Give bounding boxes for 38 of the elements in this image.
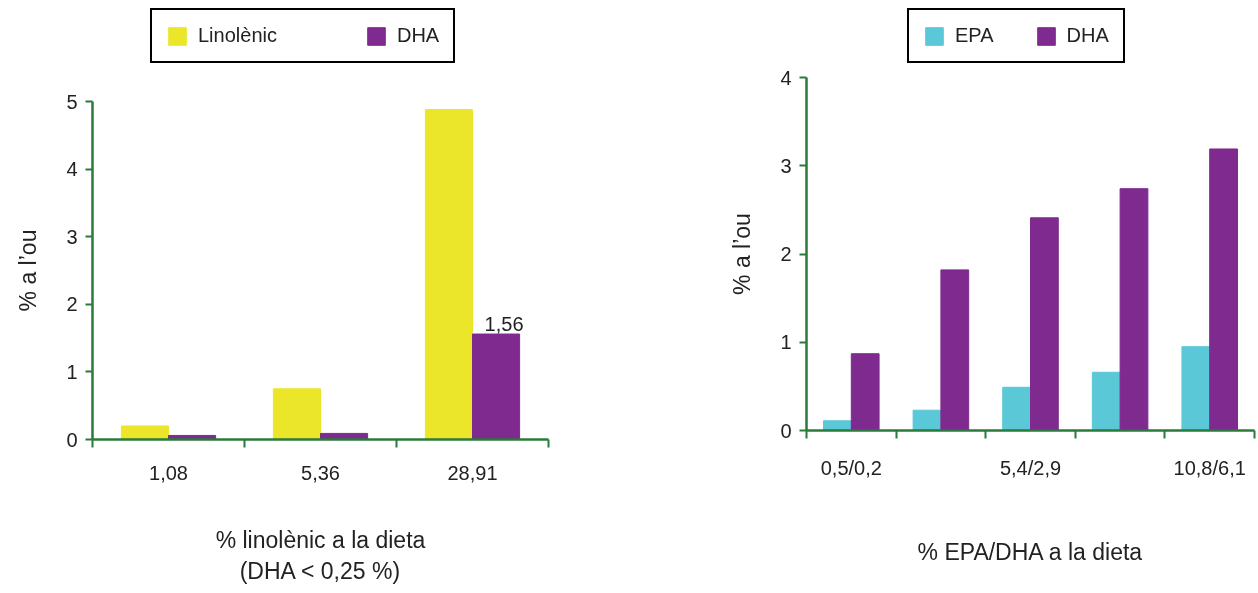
y-tick-label: 1 [66, 360, 78, 383]
bar [1091, 371, 1121, 431]
bar [120, 425, 169, 440]
y-tick-label: 4 [66, 158, 78, 181]
y-tick-label: 2 [66, 293, 78, 316]
legend-label: DHA [1066, 24, 1109, 47]
legend-label: DHA [396, 24, 440, 47]
bar [1030, 217, 1059, 431]
x-tick-label: 28,91 [447, 461, 498, 484]
bar [1002, 386, 1031, 431]
bar [1119, 188, 1149, 431]
x-tick-label: 0,5/0,2 [820, 456, 882, 479]
bar [424, 109, 473, 440]
bar [472, 333, 521, 440]
y-tick-label: 1 [780, 331, 792, 354]
x-axis-title: % EPA/DHA a la dieta [917, 538, 1143, 565]
y-tick-label: 3 [780, 154, 792, 177]
y-tick-label: 0 [66, 428, 78, 451]
x-tick-label: 5,4/2,9 [999, 456, 1062, 479]
y-tick-label: 5 [66, 90, 78, 113]
y-axis-title: % a l’ou [729, 213, 756, 295]
x-axis-title: % linolènic a la dieta (DHA < 0,25 %) [215, 526, 426, 584]
data-label: 1,56 [484, 313, 524, 336]
y-tick-label: 0 [780, 419, 792, 442]
y-axis-title: % a l’ou [15, 229, 42, 312]
y-tick-label: 4 [780, 66, 792, 89]
y-tick-label: 2 [780, 243, 792, 265]
x-tick-label: 5,36 [301, 461, 340, 484]
bar [940, 269, 970, 431]
x-tick-label: 1,08 [149, 461, 188, 484]
bar [1181, 346, 1211, 431]
legend-label: EPA [955, 24, 994, 47]
bar [272, 388, 321, 440]
bar [850, 353, 880, 431]
legend-label: Linolènic [198, 24, 277, 47]
x-tick-label: 10,8/6,1 [1173, 456, 1246, 479]
y-tick-label: 3 [66, 225, 78, 248]
bar [1209, 148, 1238, 431]
